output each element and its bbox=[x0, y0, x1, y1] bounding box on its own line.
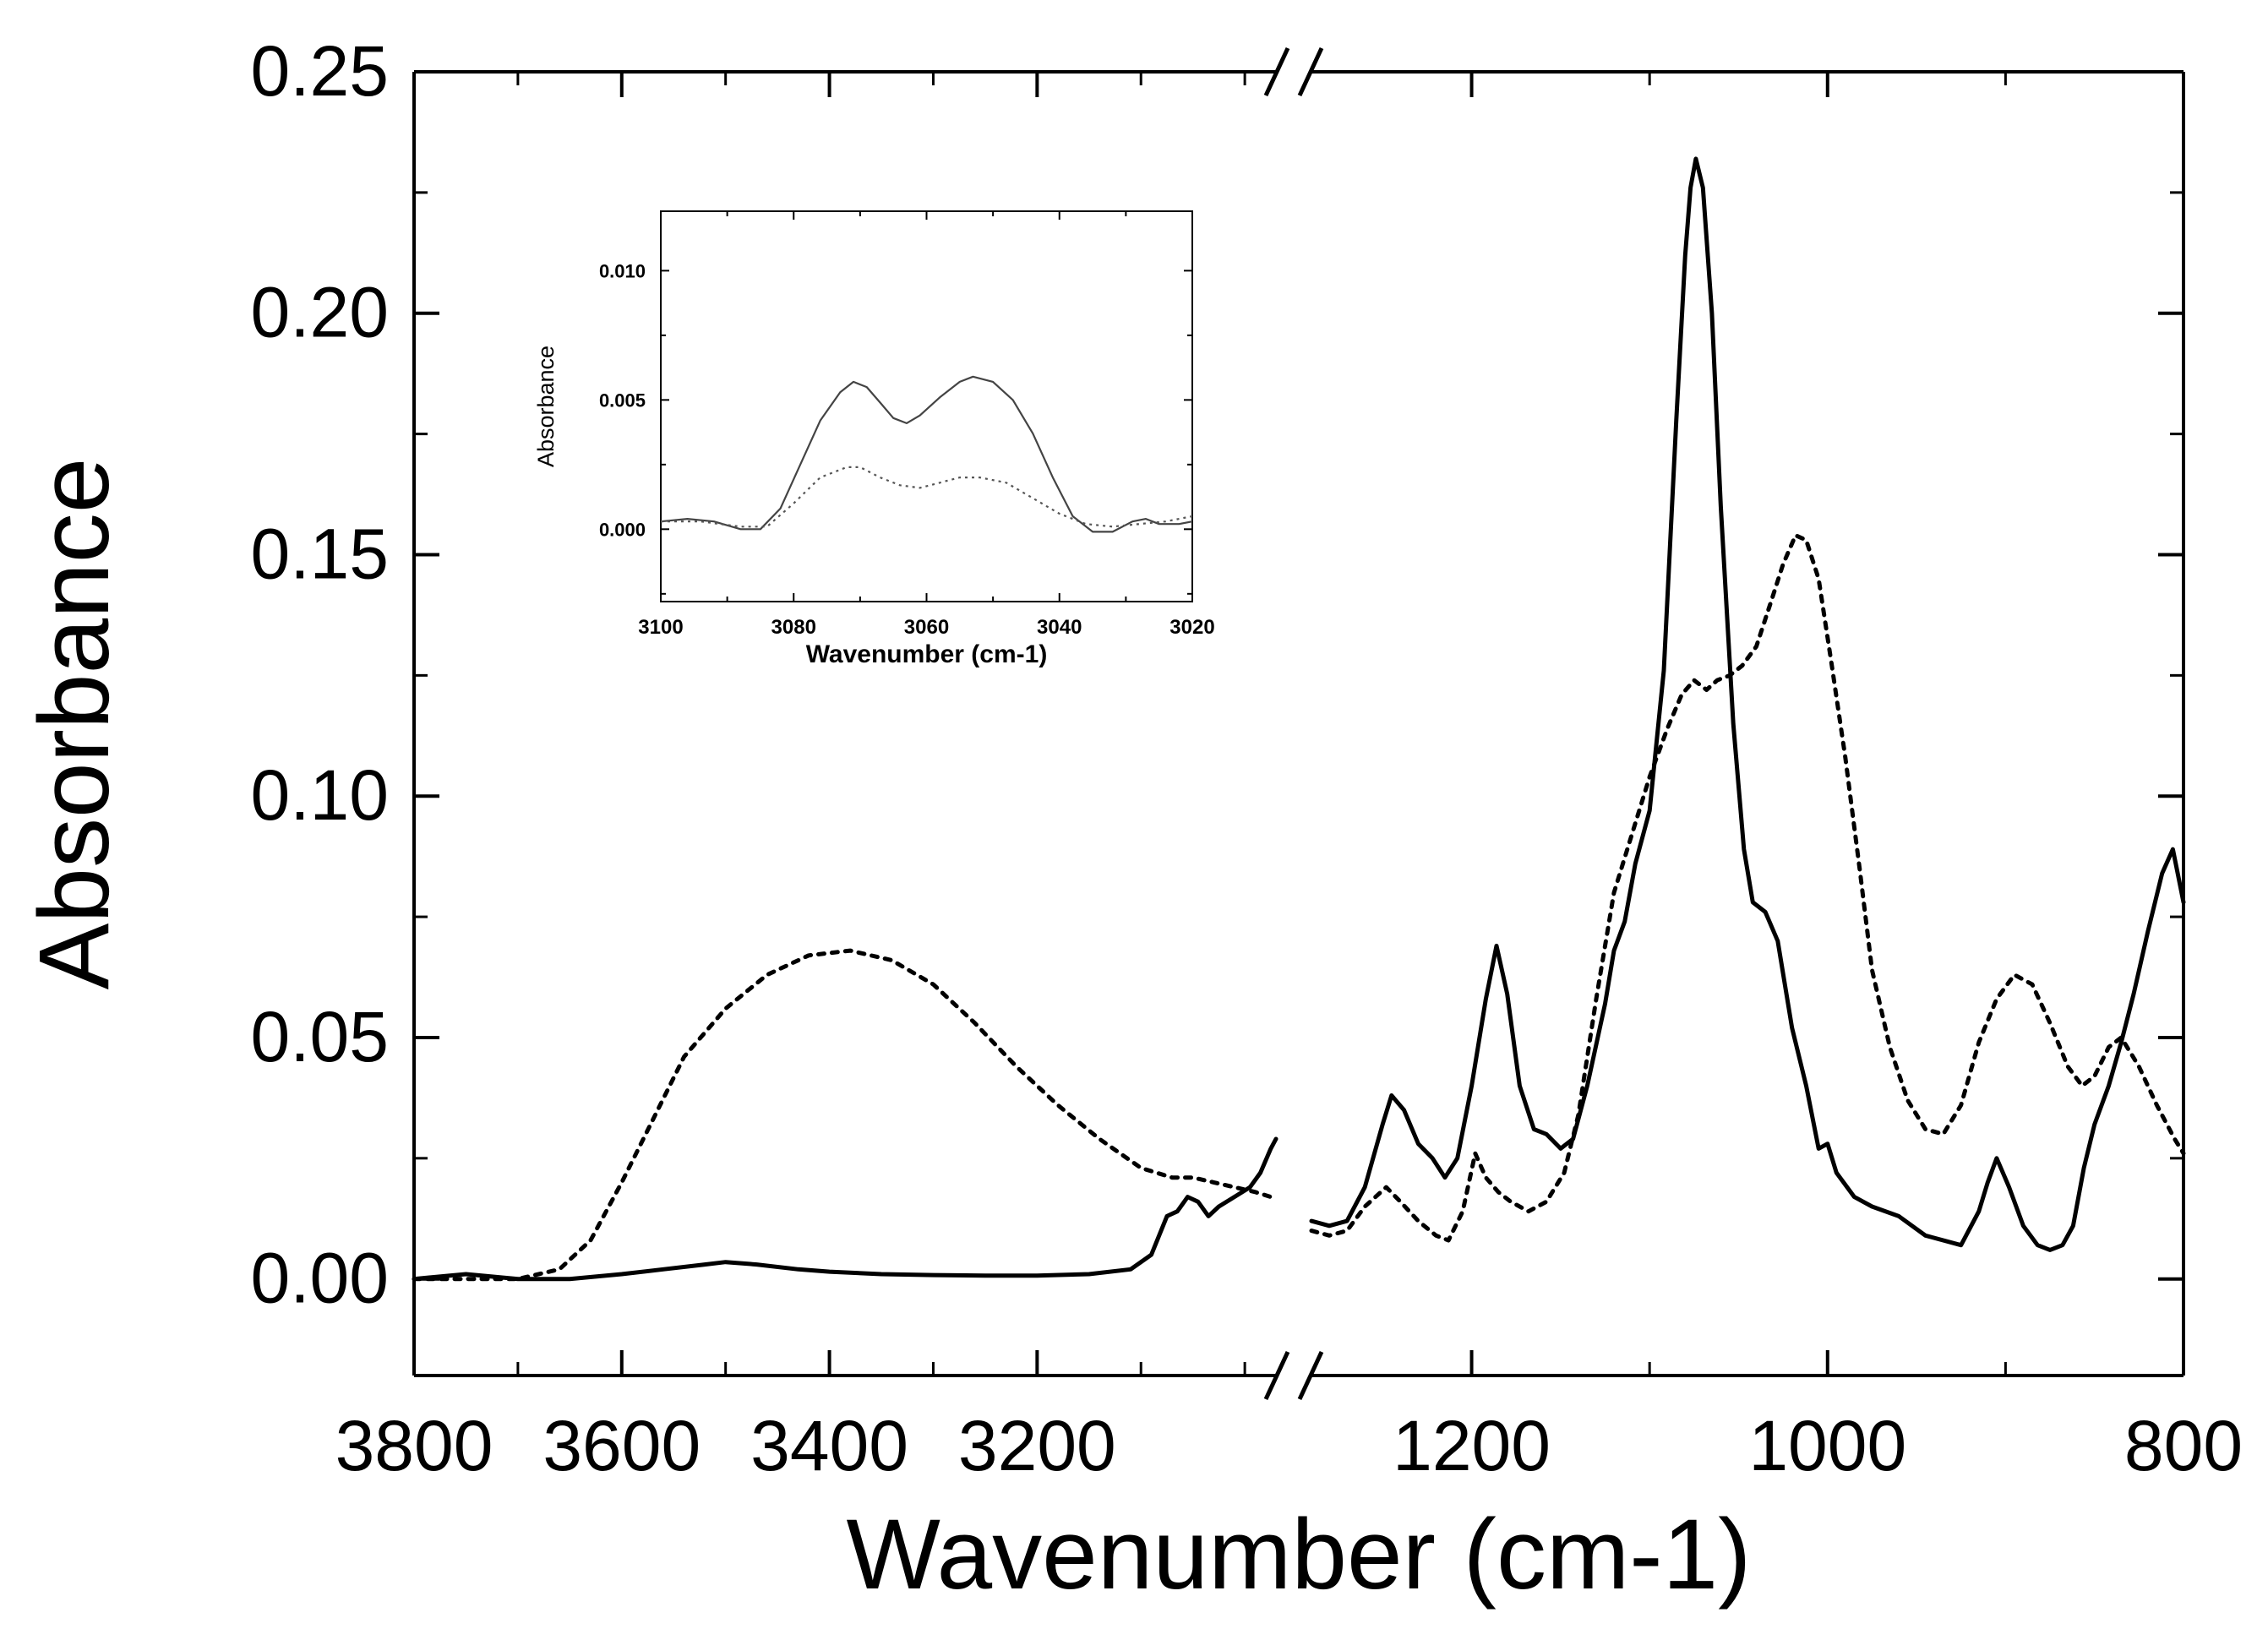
axis-break-bottom-slash-2 bbox=[1297, 1350, 1324, 1401]
main-y-tick-label: 0.05 bbox=[251, 997, 390, 1076]
main-x-tick-label: 3600 bbox=[542, 1406, 701, 1485]
main-y-axis-title: Absorbance bbox=[19, 458, 130, 990]
inset-y-tick-label: 0.010 bbox=[599, 260, 646, 281]
inset-x-tick-label: 3040 bbox=[1037, 616, 1082, 639]
axis-break-top-slash-2 bbox=[1297, 46, 1324, 97]
main-series-solid bbox=[412, 156, 2186, 1282]
main-series-dotted-line bbox=[412, 948, 1273, 1282]
main-x-tick-label: 800 bbox=[2124, 1406, 2243, 1485]
main-series-dotted-line bbox=[1309, 533, 2186, 1243]
main-y-tick-label: 0.25 bbox=[251, 31, 390, 111]
main-x-tick-label: 1200 bbox=[1393, 1406, 1551, 1485]
main-y-tick-label: 0.00 bbox=[251, 1239, 390, 1318]
main-plot: 0.00 0.05 0.10 0.15 0.20 0.25 3800 3600 3400 3200… bbox=[19, 31, 2243, 1610]
main-y-tick-label: 0.20 bbox=[251, 273, 390, 352]
main-series-solid-line bbox=[412, 1136, 1278, 1282]
inset-x-tick-label: 3100 bbox=[638, 616, 683, 639]
inset-y-axis-title: Absorbance bbox=[533, 346, 559, 467]
inset-x-tick-label: 3060 bbox=[904, 616, 949, 639]
inset-x-axis-title: Wavenumber (cm-1) bbox=[806, 640, 1048, 668]
main-x-axis-title: Wavenumber (cm-1) bbox=[847, 1499, 1752, 1610]
main-x-tick-label: 3200 bbox=[958, 1406, 1116, 1485]
inset-series-solid-line bbox=[660, 375, 1193, 533]
main-y-tick-label: 0.15 bbox=[251, 514, 390, 593]
main-x-tick-label: 3800 bbox=[335, 1406, 493, 1485]
inset-x-tick-label: 3080 bbox=[771, 616, 816, 639]
main-series-dotted bbox=[412, 533, 2186, 1282]
axis-break-top-slash-1 bbox=[1263, 46, 1290, 97]
main-y-tick-label: 0.10 bbox=[251, 755, 390, 835]
inset-frame bbox=[660, 210, 1193, 602]
main-series-solid-line bbox=[1309, 156, 2186, 1252]
axis-break-top bbox=[1263, 46, 1324, 97]
axis-break-bottom bbox=[1263, 1350, 1324, 1401]
inset-plot: 3100 3080 3060 3040 3020 0.000 0.005 0.010 Waven… bbox=[533, 210, 1215, 668]
main-x-tick-label: 1000 bbox=[1748, 1406, 1906, 1485]
inset-x-tick-label: 3020 bbox=[1169, 616, 1214, 639]
axis-break-bottom-slash-1 bbox=[1263, 1350, 1290, 1401]
main-x-tick-label: 3400 bbox=[750, 1406, 908, 1485]
inset-y-tick-label: 0.005 bbox=[599, 390, 646, 411]
inset-y-tick-label: 0.000 bbox=[599, 519, 646, 540]
